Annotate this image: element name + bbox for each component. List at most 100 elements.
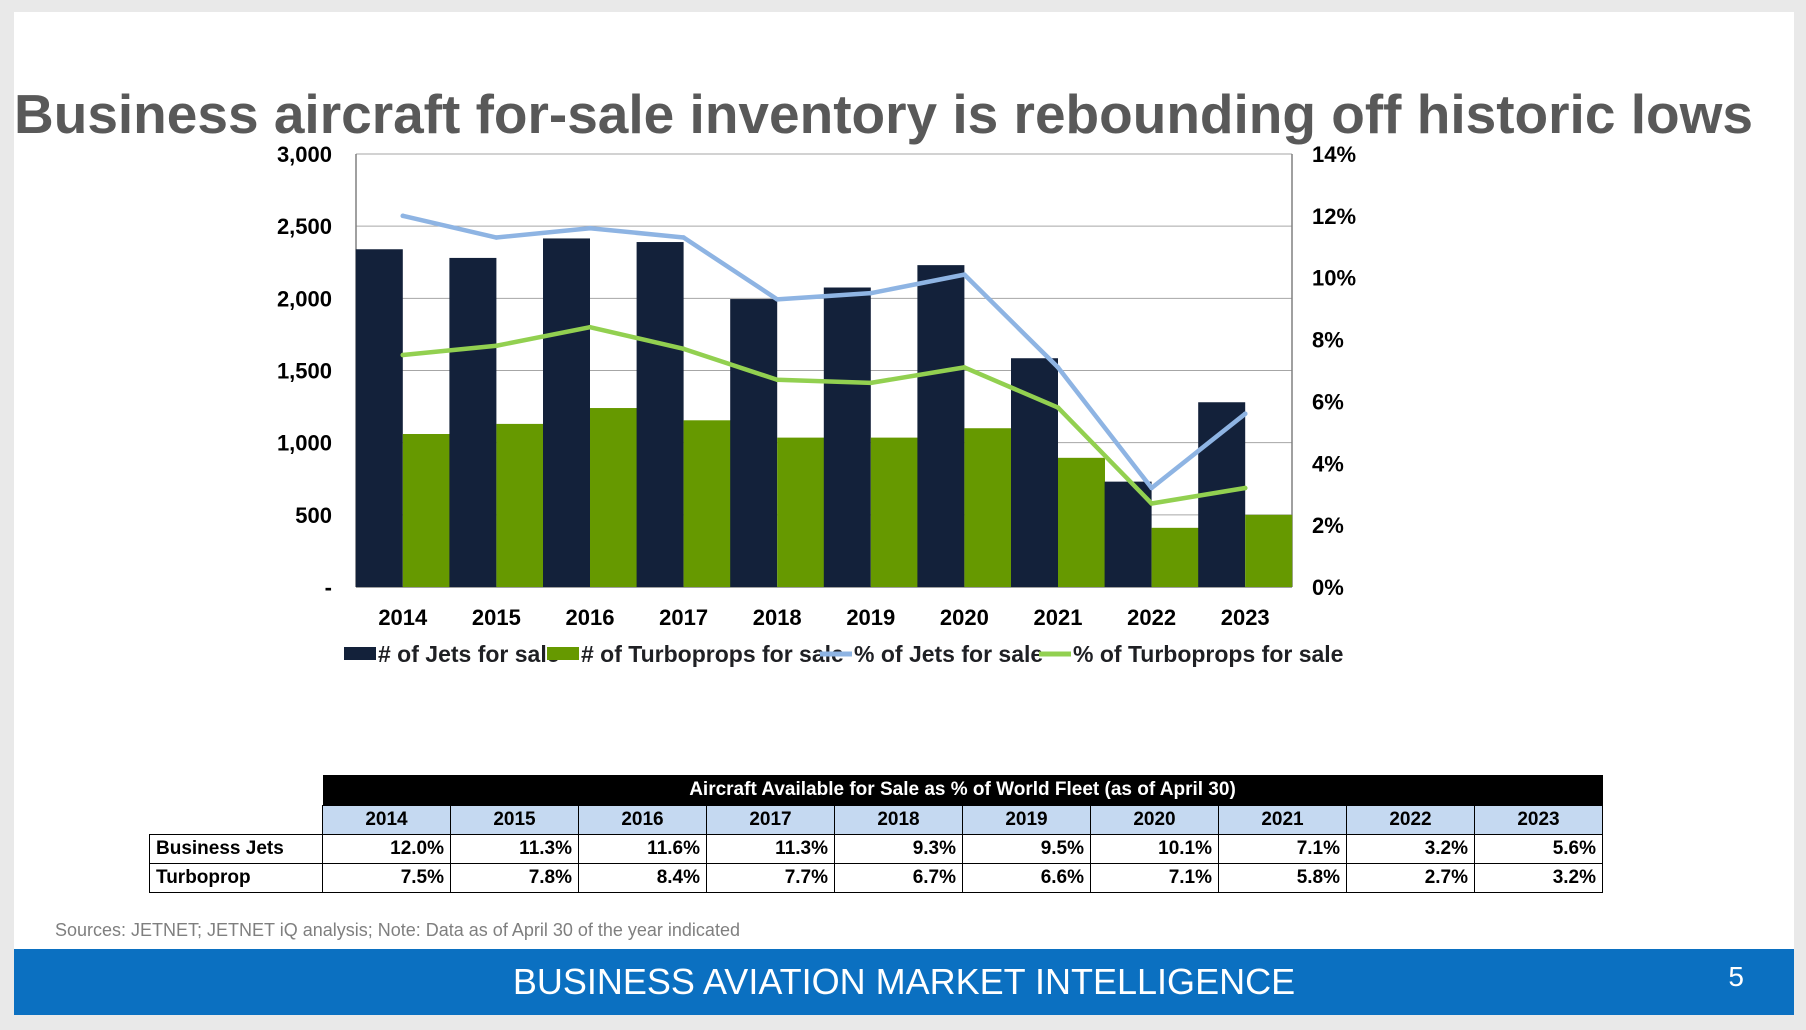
table-year-header: 2019 bbox=[962, 805, 1091, 835]
table-year-row: 2014 2015 2016 2017 2018 2019 2020 2021 2022 2023 bbox=[150, 805, 1603, 835]
table-row-label: Business Jets bbox=[149, 834, 323, 864]
point-turboprops-pct bbox=[587, 324, 593, 330]
y-right-tick-label: 12% bbox=[1312, 204, 1356, 229]
y-right-tick-label: 8% bbox=[1312, 328, 1344, 353]
point-jets-pct bbox=[494, 235, 499, 240]
bar-jets bbox=[730, 299, 778, 587]
point-turboprops-pct bbox=[494, 343, 499, 349]
footer-title: BUSINESS AVIATION MARKET INTELLIGENCE bbox=[512, 961, 1296, 1002]
bar-jets bbox=[1104, 481, 1152, 587]
point-jets-pct bbox=[1149, 485, 1154, 491]
x-tick-label: 2018 bbox=[753, 605, 802, 630]
table-cell: 7.8% bbox=[450, 863, 579, 893]
bar-turboprops bbox=[870, 437, 918, 587]
table-cell: 11.3% bbox=[450, 834, 579, 864]
table-heading: Aircraft Available for Sale as % of Worl… bbox=[322, 775, 1603, 806]
y-left-tick-label: 1,000 bbox=[277, 431, 332, 456]
bar-jets bbox=[449, 257, 497, 587]
y-left-tick-label: 3,000 bbox=[277, 142, 332, 167]
x-tick-label: 2016 bbox=[566, 605, 615, 630]
table-year-header: 2021 bbox=[1218, 805, 1347, 835]
point-turboprops-pct bbox=[868, 380, 874, 386]
table-cell: 6.7% bbox=[834, 863, 963, 893]
y-right-tick-label: 0% bbox=[1312, 575, 1344, 600]
table-cell: 11.3% bbox=[706, 834, 835, 864]
table-corner-blank bbox=[150, 806, 323, 835]
bar-jets bbox=[917, 265, 965, 587]
table-year-header: 2017 bbox=[706, 805, 835, 835]
bar-turboprops bbox=[964, 428, 1012, 587]
point-jets-pct bbox=[868, 290, 874, 296]
legend-label: % of Turboprops for sale bbox=[1073, 641, 1343, 667]
bar-jets bbox=[355, 249, 403, 587]
table-year-header: 2016 bbox=[578, 805, 707, 835]
y-right-tick-label: 10% bbox=[1312, 266, 1356, 291]
bar-turboprops bbox=[1058, 457, 1105, 587]
y-left-tick-label: - bbox=[325, 575, 332, 600]
table-row-label: Turboprop bbox=[149, 863, 323, 893]
x-tick-label: 2022 bbox=[1127, 605, 1176, 630]
table-cell: 8.4% bbox=[578, 863, 707, 893]
page-number: 5 bbox=[1728, 961, 1744, 992]
bar-turboprops bbox=[1151, 527, 1199, 587]
legend-swatch-bar bbox=[344, 647, 376, 660]
point-jets-pct bbox=[1242, 411, 1248, 417]
bar-jets bbox=[636, 242, 684, 587]
table-cell: 6.6% bbox=[962, 863, 1091, 893]
y-right-tick-label: 14% bbox=[1312, 142, 1356, 167]
source-note: Sources: JETNET; JETNET iQ analysis; Not… bbox=[55, 920, 740, 940]
table-cell: 9.3% bbox=[834, 834, 963, 864]
bar-turboprops bbox=[1245, 514, 1293, 587]
point-turboprops-pct bbox=[1149, 501, 1154, 506]
table-year-header: 2014 bbox=[322, 805, 451, 835]
page-title: Business aircraft for-sale inventory is … bbox=[14, 83, 1753, 145]
x-tick-label: 2020 bbox=[940, 605, 989, 630]
point-turboprops-pct bbox=[1242, 485, 1248, 491]
point-jets-pct bbox=[774, 297, 780, 302]
x-tick-label: 2015 bbox=[472, 605, 521, 630]
table-cell: 7.5% bbox=[322, 863, 451, 893]
chart: - 500 1,000 1,500 2,000 2,500 3,000 0% 2% 4% 6% 8% 1… bbox=[277, 142, 1356, 667]
table-cell: 10.1% bbox=[1090, 834, 1219, 864]
y-right-tick-label: 6% bbox=[1312, 389, 1344, 414]
x-tick-label: 2023 bbox=[1221, 605, 1270, 630]
table-cell: 7.1% bbox=[1218, 834, 1347, 864]
table-body: Business Jets 12.0% 11.3% 11.6% 11.3% 9.3% 9.5… bbox=[149, 834, 1603, 893]
footer-bar: BUSINESS AVIATION MARKET INTELLIGENCE 5 bbox=[14, 949, 1794, 1015]
table-year-header: 2018 bbox=[834, 805, 963, 835]
y-right-tick-label: 4% bbox=[1312, 451, 1344, 476]
y-left-tick-label: 1,500 bbox=[277, 359, 332, 384]
line-jets-pct bbox=[400, 213, 1248, 491]
point-jets-pct bbox=[962, 272, 967, 277]
x-tick-label: 2021 bbox=[1034, 605, 1083, 630]
table-year-header: 2023 bbox=[1474, 805, 1603, 835]
x-tick-label: 2017 bbox=[659, 605, 708, 630]
table-cell: 7.7% bbox=[706, 863, 835, 893]
table-cell: 5.8% bbox=[1218, 863, 1347, 893]
point-turboprops-pct bbox=[1055, 405, 1061, 410]
data-table: Aircraft Available for Sale as % of Worl… bbox=[149, 775, 1603, 893]
legend-swatch-bar bbox=[547, 647, 579, 660]
bar-turboprops bbox=[590, 408, 637, 587]
table-row: Business Jets 12.0% 11.3% 11.6% 11.3% 9.3% 9.5… bbox=[149, 834, 1603, 864]
point-turboprops-pct bbox=[400, 352, 406, 358]
table-cell: 9.5% bbox=[962, 834, 1091, 864]
table-row: Turboprop 7.5% 7.8% 8.4% 7.7% 6.7% 6.6% 7.1% 5.8… bbox=[149, 863, 1603, 893]
point-jets-pct bbox=[587, 225, 593, 231]
point-turboprops-pct bbox=[681, 346, 686, 352]
bar-turboprops bbox=[496, 423, 544, 587]
x-tick-label: 2014 bbox=[378, 605, 428, 630]
point-turboprops-pct bbox=[774, 377, 780, 383]
y-left-tick-label: 2,000 bbox=[277, 286, 332, 311]
bar-turboprops bbox=[683, 420, 731, 587]
table-cell: 5.6% bbox=[1474, 834, 1603, 864]
point-jets-pct bbox=[681, 235, 686, 240]
legend-label: % of Jets for sale bbox=[854, 641, 1043, 667]
legend-label: # of Jets for sale bbox=[378, 641, 560, 667]
bar-jets bbox=[543, 238, 590, 587]
slide: Business aircraft for-sale inventory is … bbox=[14, 12, 1794, 1015]
table-corner-blank bbox=[150, 775, 323, 806]
table-cell: 3.2% bbox=[1474, 863, 1603, 893]
table-cell: 12.0% bbox=[322, 834, 451, 864]
bar-jets bbox=[823, 287, 871, 587]
